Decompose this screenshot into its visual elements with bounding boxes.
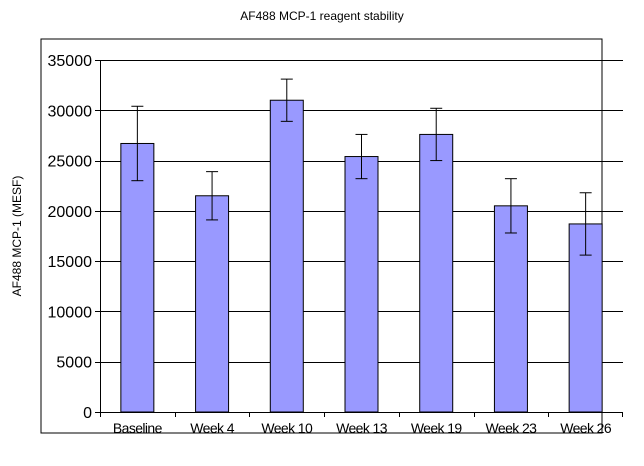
bar xyxy=(419,133,454,413)
chart-title: AF488 MCP-1 reagent stability xyxy=(240,9,403,23)
bar xyxy=(344,156,379,413)
y-axis-ticks: 0 5000 10000 15000 20000 25000 30000 35000 xyxy=(48,53,100,422)
y-tick-label: 30000 xyxy=(48,103,93,120)
error-bars xyxy=(131,78,592,256)
bar xyxy=(493,205,528,413)
y-tick-label: 5000 xyxy=(56,355,92,372)
y-axis-label: AF488 MCP-1 (MESF) xyxy=(10,176,24,297)
x-tick-label: Week 13 xyxy=(336,420,388,436)
bar xyxy=(120,142,155,413)
y-tick-label: 20000 xyxy=(48,204,93,221)
y-tick-label: 35000 xyxy=(48,53,93,70)
x-tick-label: Week 19 xyxy=(411,420,463,436)
x-tick-label: Baseline xyxy=(113,420,163,436)
x-axis-ticks: Baseline Week 4 Week 10 Week 13 Week 19 Week … xyxy=(100,412,623,436)
x-tick-label: Week 23 xyxy=(486,420,538,436)
y-tick-label: 10000 xyxy=(48,304,93,321)
bar xyxy=(269,99,304,413)
x-tick-label: Week 10 xyxy=(261,420,313,436)
y-tick-label: 0 xyxy=(83,405,92,422)
bar xyxy=(195,195,230,413)
x-tick-label: Week 26 xyxy=(560,420,612,436)
y-tick-label: 15000 xyxy=(48,254,93,271)
x-tick-label: Week 4 xyxy=(190,420,234,436)
y-tick-label: 25000 xyxy=(48,154,93,171)
